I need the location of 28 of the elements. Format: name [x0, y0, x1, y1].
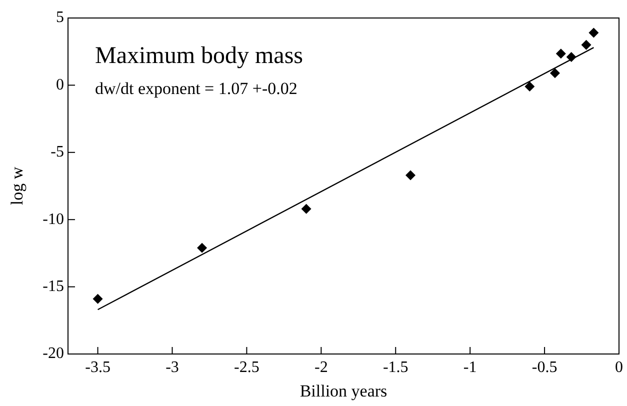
x-tick-label: -2.5	[234, 358, 260, 376]
x-axis-title: Billion years	[300, 381, 388, 400]
x-tick-label: -3.5	[85, 358, 110, 376]
point	[406, 170, 416, 180]
y-tick-label: -10	[42, 210, 64, 228]
text: Maximum body mass	[95, 43, 303, 69]
x-tick-label: -1	[463, 358, 477, 376]
x-tick-label: -3	[166, 358, 179, 376]
point	[581, 40, 592, 50]
point	[588, 28, 599, 38]
y-tick-label: -20	[42, 345, 64, 362]
y-tick-label: 5	[56, 9, 64, 26]
y-tick-label: -15	[42, 278, 64, 296]
point	[92, 294, 103, 304]
x-tick-label: -2	[314, 358, 328, 376]
y-axis-title: log w	[8, 166, 27, 206]
point	[301, 204, 312, 214]
x-tick-label: 0	[615, 358, 623, 376]
point	[524, 82, 535, 92]
y-tick-label: -5	[50, 144, 64, 161]
x-tick-label: -1.5	[382, 358, 408, 376]
point	[197, 242, 208, 253]
point	[550, 68, 560, 78]
x-tick-label: -0.5	[532, 358, 558, 376]
point	[566, 52, 576, 62]
annotation: dw/dt exponent = 1.07 +-0.02	[95, 79, 298, 98]
y-tick-label: 0	[56, 76, 64, 94]
point	[556, 48, 566, 59]
